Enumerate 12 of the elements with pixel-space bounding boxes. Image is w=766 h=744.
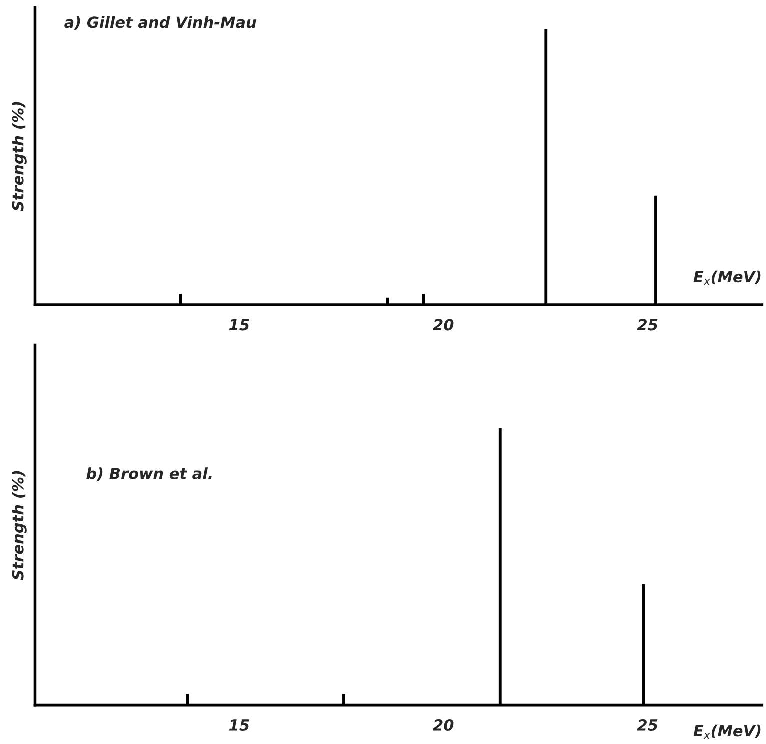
x-tick-label: 15 <box>229 720 250 732</box>
y-axis-title: Strength (%) <box>12 102 27 212</box>
x-tick-label: 15 <box>229 319 250 331</box>
x-axis-title: E$_{x}$(MeV) <box>694 724 761 740</box>
x-tick-label: 25 <box>637 719 658 732</box>
x-tick-label: 20 <box>433 319 454 331</box>
x-tick-label: 20 <box>433 719 454 732</box>
x-axis-title: E$_{x}$(MeV) <box>694 270 761 285</box>
x-tick-label: 25 <box>637 319 658 331</box>
text: b) Brown et al. <box>86 468 212 482</box>
chart-title: a) Gillet and Vinh-Mau <box>64 16 256 30</box>
y-axis-title: Strength (%) <box>12 471 27 580</box>
